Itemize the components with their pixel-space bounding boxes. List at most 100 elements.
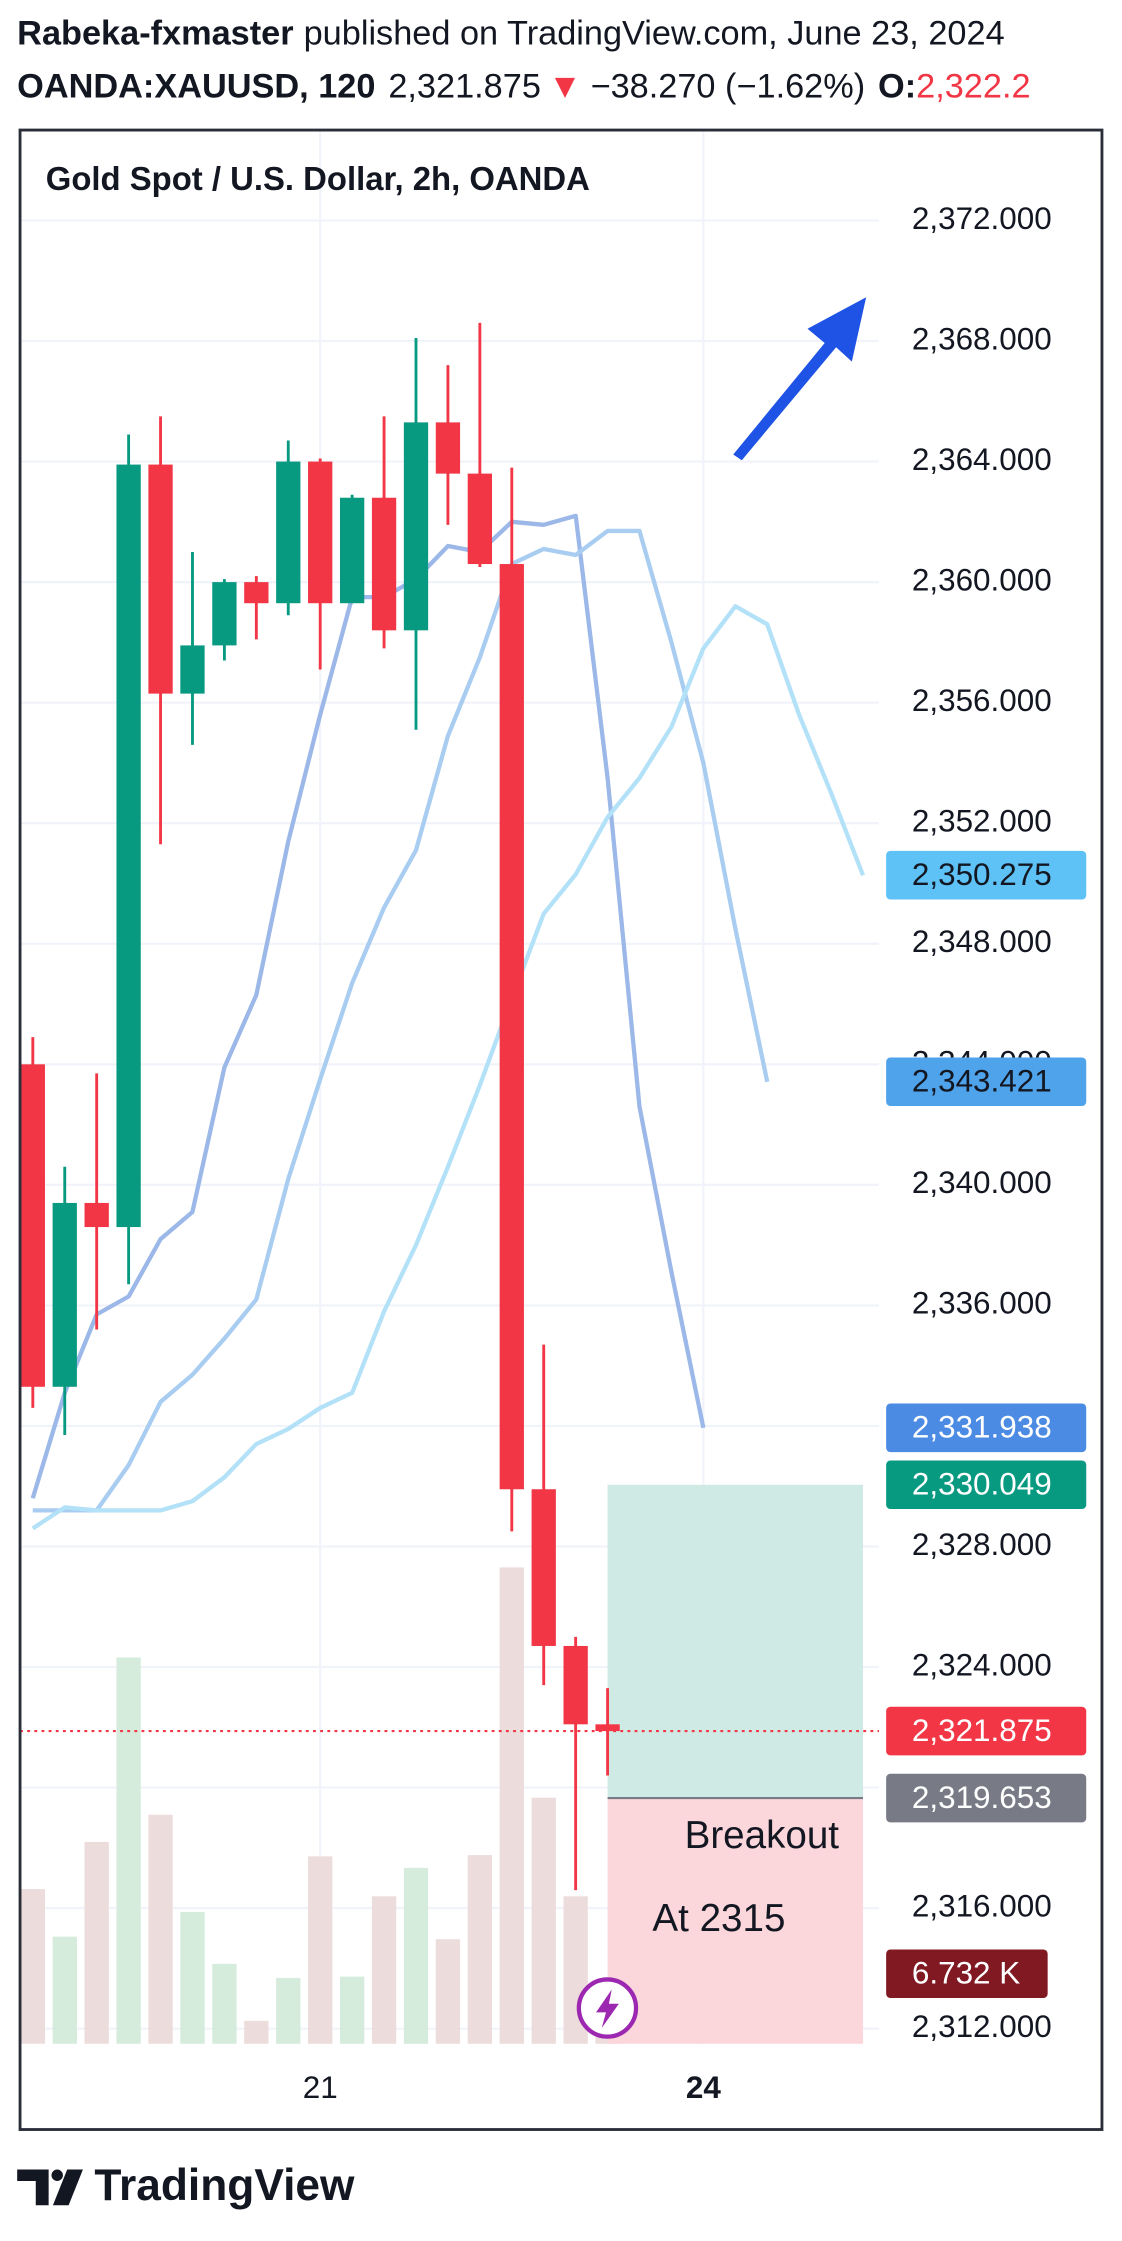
volume-bar: [467, 1855, 493, 2044]
logo-part: [52, 2169, 83, 2206]
last-price: 2,321.875: [388, 68, 541, 106]
price-label: 2,343.421: [912, 1064, 1052, 1099]
volume-label: 6.732 K: [912, 1955, 1020, 1990]
candle-body: [371, 497, 397, 631]
volume-label-box: [886, 1949, 1048, 1999]
publisher: Rabeka-fxmaster: [17, 15, 293, 53]
alert-icon[interactable]: [576, 1977, 639, 2039]
volume-layer: [20, 1567, 620, 2044]
volume-bar: [116, 1657, 141, 2044]
ma-line: [30, 513, 706, 1499]
header-line-1: Rabeka-fxmaster published on TradingView.…: [17, 15, 1004, 53]
price-label-box: [886, 1773, 1087, 1823]
volume-bar: [499, 1567, 524, 2044]
volume-bar: [244, 2020, 269, 2044]
volume-bar: [308, 1856, 333, 2044]
volume-bar: [403, 1867, 429, 2044]
frame: [18, 128, 1104, 2131]
candle-body: [148, 464, 173, 694]
y-tick-label: 2,312.000: [912, 2009, 1052, 2044]
candle-body: [20, 1064, 45, 1387]
candle-body: [403, 422, 429, 631]
symbol: OANDA:XAUUSD, 120: [17, 68, 375, 106]
y-tick-label: 2,356.000: [912, 683, 1052, 718]
x-tick-label: 21: [303, 2070, 338, 2105]
candle-body: [180, 645, 205, 694]
logo-part: [51, 2169, 63, 2181]
chart-title: Gold Spot / U.S. Dollar, 2h, OANDA: [46, 160, 590, 197]
candle-layer: [20, 322, 879, 1891]
candle-body: [116, 464, 141, 1228]
volume-bar: [20, 1889, 45, 2044]
x-tick-label: 24: [686, 2070, 721, 2105]
y-tick-label: 2,336.000: [912, 1286, 1052, 1321]
volume-bar: [148, 1814, 173, 2044]
candle-body: [212, 582, 237, 646]
y-tick-label: 2,324.000: [912, 1647, 1052, 1682]
published-text: published on TradingView.com, June 23, 2…: [304, 15, 1005, 53]
change: −38.270 (−1.62%): [591, 68, 866, 106]
ma-layer: [30, 513, 865, 1531]
volume-bar: [212, 1963, 237, 2044]
volume-bar: [276, 1977, 301, 2044]
grid-layer: [20, 130, 879, 2044]
candle-body: [595, 1724, 620, 1732]
y-tick-label: 2,316.000: [912, 1888, 1052, 1923]
price-label-box: [886, 1460, 1087, 1510]
brand-logo: [17, 2169, 83, 2206]
y-tick-label: 2,368.000: [912, 321, 1052, 356]
price-label: 2,330.049: [912, 1466, 1052, 1501]
ma-line: [31, 604, 865, 1531]
candle-body: [435, 422, 461, 474]
candle-body: [339, 497, 365, 604]
candle-body: [563, 1645, 588, 1725]
price-label-box: [886, 850, 1087, 900]
y-tick-label: 2,348.000: [912, 924, 1052, 959]
y-tick-label: 2,372.000: [912, 201, 1052, 236]
price-label-box: [886, 1057, 1087, 1107]
loss-zone: [607, 1798, 864, 2044]
open-label: O:: [878, 68, 916, 106]
volume-bar: [339, 1976, 365, 2044]
annotation: At 2315: [652, 1897, 785, 1940]
volume-bar: [84, 1841, 109, 2044]
candle-body: [531, 1489, 556, 1646]
header-line-2: OANDA:XAUUSD, 120 2,321.875 ▼ −38.270 (−1.6…: [17, 68, 1030, 106]
label-layer: 2,312.0002,316.0002,320.0002,324.0002,32…: [303, 201, 1087, 2105]
candle-body: [276, 461, 301, 604]
candle-body: [467, 473, 493, 565]
price-label: 2,319.653: [912, 1780, 1052, 1815]
change-arrow: ▼: [548, 68, 582, 106]
volume-bar: [180, 1912, 205, 2044]
candle-body: [52, 1202, 77, 1387]
volume-bar: [435, 1939, 461, 2044]
candle-body: [499, 564, 524, 1490]
candle-body: [244, 582, 269, 604]
open-value: 2,322.2: [916, 68, 1030, 106]
ma-line: [32, 528, 770, 1513]
price-label: 2,350.275: [912, 857, 1052, 892]
candle-body: [84, 1202, 109, 1228]
brand: TradingView: [94, 2161, 355, 2210]
price-label-box: [886, 1706, 1087, 1756]
price-label: 2,331.938: [912, 1410, 1052, 1445]
price-label: 2,321.875: [912, 1713, 1052, 1748]
position-layer: [607, 1484, 864, 2044]
volume-bar: [371, 1896, 397, 2044]
alert-bolt: [596, 1989, 619, 2029]
trend-arrow: [733, 297, 867, 461]
y-tick-label: 2,340.000: [912, 1165, 1052, 1200]
volume-bar: [52, 1936, 77, 2044]
y-tick-label: 2,364.000: [912, 442, 1052, 477]
y-tick-label: 2,360.000: [912, 562, 1052, 597]
y-tick-label: 2,352.000: [912, 804, 1052, 839]
y-tick-label: 2,328.000: [912, 1527, 1052, 1562]
volume-bar: [531, 1797, 556, 2044]
annotation: Breakout: [685, 1814, 840, 1857]
logo-part: [17, 2169, 49, 2206]
candle-body: [308, 461, 333, 604]
profit-zone: [607, 1484, 864, 1799]
